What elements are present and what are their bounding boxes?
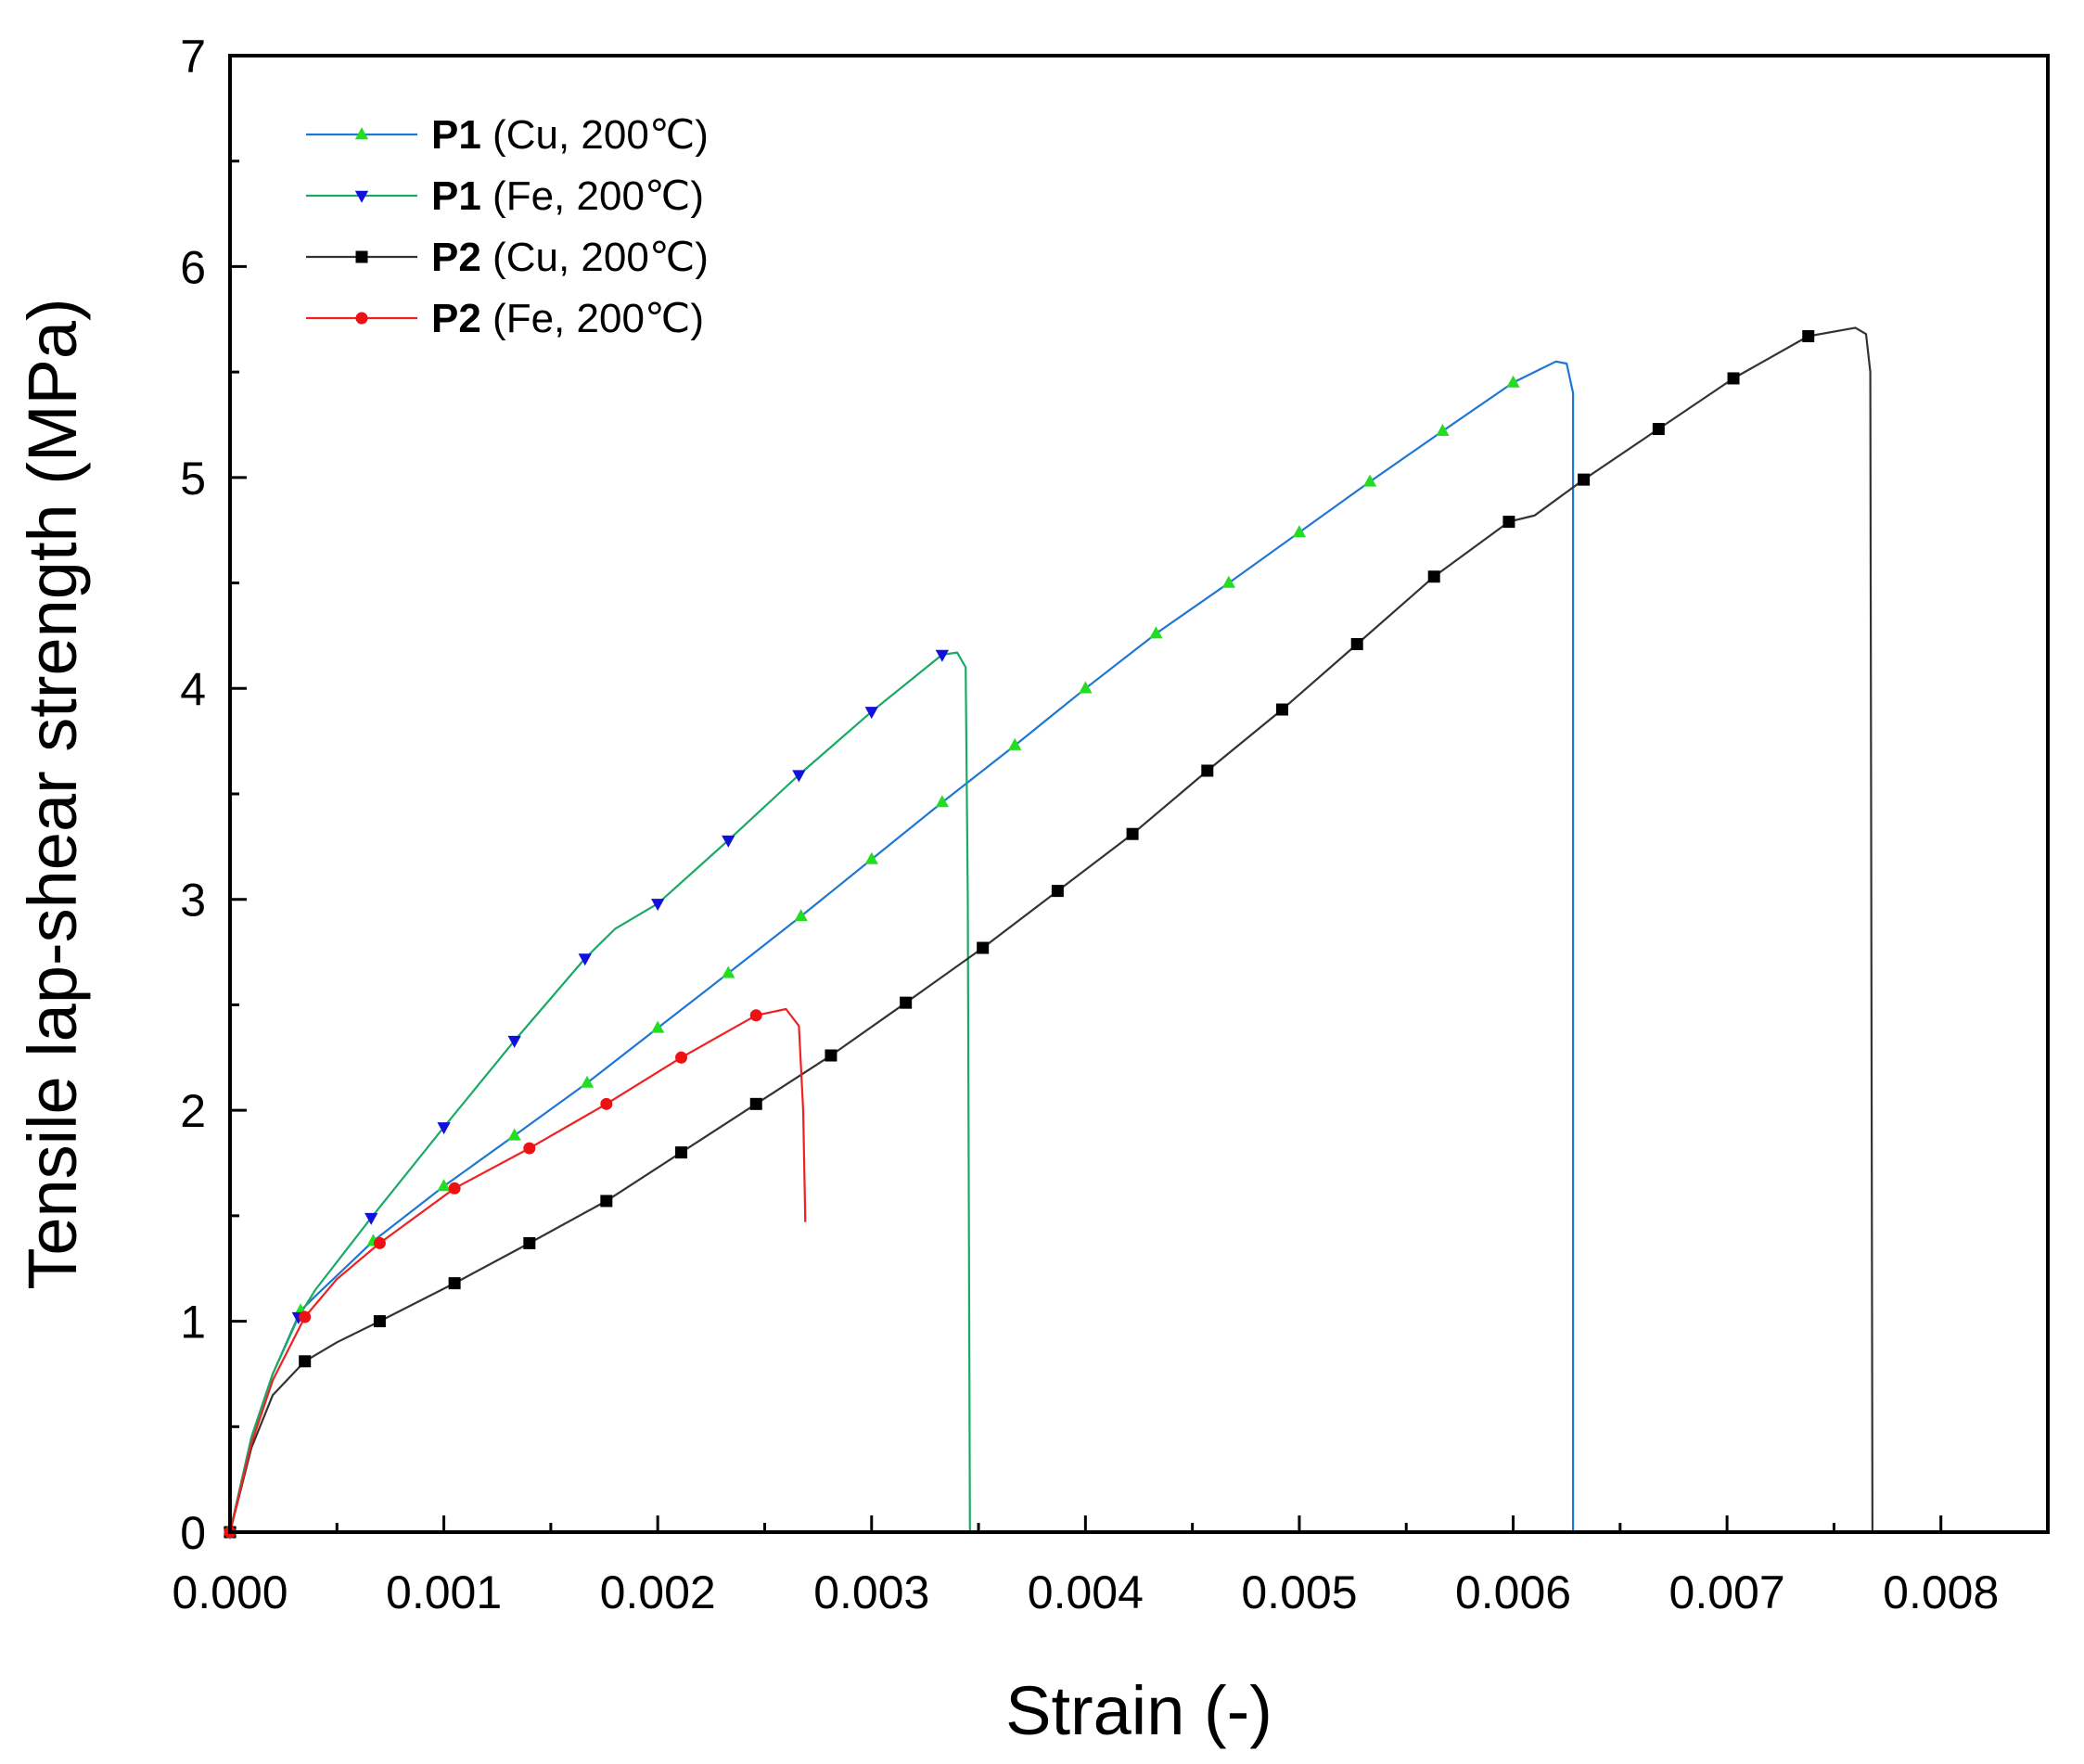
legend-label-rest: (Fe, 200℃) [481, 296, 704, 341]
legend-label: P1 (Cu, 200℃) [431, 112, 709, 158]
data-point-marker [299, 1355, 312, 1368]
legend-label-rest: (Fe, 200℃) [481, 173, 704, 219]
y-tick-label: 1 [180, 1297, 206, 1349]
x-tick-label: 0.001 [386, 1566, 502, 1618]
legend-label: P2 (Cu, 200℃) [431, 235, 709, 280]
legend-label: P2 (Fe, 200℃) [431, 296, 704, 341]
data-point-marker [437, 1179, 451, 1192]
data-point-marker [1427, 570, 1440, 583]
legend-label-bold: P2 [431, 296, 481, 341]
data-point-marker [935, 649, 950, 662]
data-point-marker [1275, 703, 1288, 716]
y-tick-label: 6 [180, 241, 206, 293]
legend-marker [354, 127, 369, 140]
data-point-marker [1221, 575, 1235, 588]
legend-label: P1 (Fe, 200℃) [431, 173, 704, 219]
series-markers [223, 329, 1815, 1540]
data-point-marker [935, 795, 950, 808]
axis-ticks [228, 54, 1943, 1534]
data-point-marker [373, 1236, 386, 1249]
data-point-marker [1436, 424, 1450, 437]
x-tick-label: 0.003 [813, 1566, 929, 1618]
data-point-marker [792, 770, 806, 783]
data-point-marker [1362, 474, 1377, 487]
data-point-marker [794, 909, 808, 922]
x-tick-label: 0.002 [600, 1566, 716, 1618]
legend-label-rest: (Cu, 200℃) [481, 235, 709, 280]
data-point-marker [1727, 372, 1740, 385]
data-point-marker [373, 1315, 386, 1328]
data-point-marker [1292, 525, 1307, 538]
legend-label-bold: P1 [431, 173, 481, 219]
data-point-marker [364, 1212, 378, 1225]
data-point-marker [580, 1075, 595, 1088]
data-point-marker [1149, 626, 1163, 639]
data-point-marker [675, 1146, 688, 1159]
data-point-marker [977, 941, 990, 954]
y-tick-label: 3 [180, 875, 206, 927]
legend: P1 (Cu, 200℃)P1 (Fe, 200℃)P2 (Cu, 200℃)P… [306, 112, 709, 341]
data-point-marker [1802, 329, 1815, 342]
data-point-marker [1652, 423, 1665, 436]
data-point-marker [722, 835, 735, 848]
data-point-marker [1201, 764, 1214, 777]
data-point-marker [448, 1182, 461, 1195]
data-point-marker [507, 1035, 521, 1048]
data-point-marker [578, 953, 592, 966]
data-point-marker [864, 707, 878, 720]
data-point-marker [523, 1236, 536, 1249]
x-tick-label: 0.008 [1883, 1566, 1999, 1618]
y-tick-label: 0 [180, 1507, 206, 1559]
legend-label-rest: (Cu, 200℃) [481, 112, 709, 158]
data-point-marker [900, 996, 913, 1009]
data-point-marker [675, 1051, 688, 1064]
x-tick-label: 0.005 [1241, 1566, 1357, 1618]
data-point-marker [1126, 827, 1139, 840]
data-point-marker [299, 1310, 312, 1323]
y-axis-title: Tensile lap-shear strength (MPa) [14, 298, 91, 1289]
axis-tick-labels: 0.000 0.001 0.002 0.003 0.004 0.005 0.006 0.007… [172, 31, 1999, 1618]
series-line [228, 326, 1874, 1533]
data-point-marker [864, 851, 878, 864]
x-axis-title: Strain (-) [1005, 1672, 1272, 1749]
data-point-marker [1079, 681, 1093, 694]
data-point-marker [437, 1122, 451, 1135]
x-tick-label: 0.004 [1028, 1566, 1144, 1618]
legend-marker [355, 250, 368, 263]
data-point-marker [1008, 737, 1022, 750]
data-point-marker [825, 1049, 837, 1062]
y-tick-label: 4 [180, 663, 206, 715]
x-tick-label: 0.000 [172, 1566, 288, 1618]
legend-label-bold: P2 [431, 235, 481, 280]
y-tick-label: 2 [180, 1085, 206, 1137]
data-point-marker [1502, 516, 1515, 529]
data-point-marker [1506, 375, 1520, 388]
y-tick-label: 7 [180, 31, 206, 83]
data-point-marker [1051, 885, 1064, 898]
data-point-marker [1350, 638, 1363, 651]
x-tick-label: 0.007 [1669, 1566, 1785, 1618]
data-point-marker [600, 1195, 613, 1208]
data-point-marker [523, 1142, 536, 1155]
y-tick-label: 5 [180, 453, 206, 505]
legend-marker [354, 190, 369, 203]
data-point-marker [507, 1128, 521, 1141]
data-point-marker [448, 1277, 461, 1290]
data-point-marker [749, 1097, 762, 1110]
data-point-marker [749, 1009, 762, 1022]
data-point-marker [600, 1097, 613, 1110]
legend-label-bold: P1 [431, 112, 481, 158]
data-point-marker [1578, 473, 1591, 486]
data-point-marker [722, 965, 735, 978]
legend-marker [355, 312, 368, 325]
data-point-marker [651, 899, 665, 912]
x-tick-label: 0.006 [1455, 1566, 1571, 1618]
series-line [228, 360, 1575, 1533]
data-point-marker [651, 1020, 665, 1033]
